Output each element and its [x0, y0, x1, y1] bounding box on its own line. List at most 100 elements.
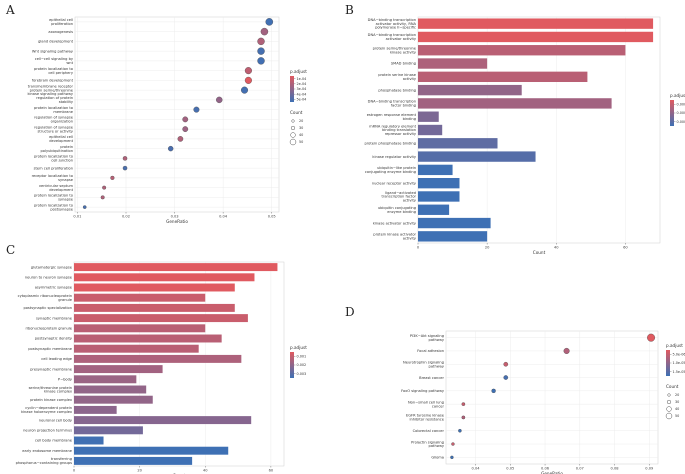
panel-c-category-label: asymmetric synapse	[35, 286, 73, 290]
panel-c-category-label: cell body membrane	[35, 439, 73, 443]
panel-a-plot-area	[74, 16, 280, 213]
panel-c-bar	[74, 354, 242, 363]
panel-a-category-label: ventricular septum development	[39, 184, 74, 192]
panel-d-legend-label: 1.0e-05	[673, 361, 685, 365]
panel-c-bar	[74, 375, 137, 384]
panel-b-bar	[418, 177, 460, 189]
panel-a-dot	[244, 76, 252, 84]
panel-c-category-label: neuronal cell body	[39, 418, 73, 422]
panel-b-bar	[418, 111, 439, 122]
panel-a-colorbar	[290, 76, 294, 102]
panel-c-bar	[74, 436, 104, 445]
panel-a-size-legend-title: Count	[290, 110, 303, 115]
panel-a-x-tick-label: 0.03	[171, 215, 179, 219]
panel-c-legend-label: 0.003	[297, 372, 307, 376]
panel-d-category-label: EGFR tyrosine kinase inhibitor resistance	[406, 414, 445, 422]
panel-c-bar	[74, 263, 278, 272]
panel-a-size-legend-label: 50	[299, 140, 303, 144]
panel-b-category-label: nuclear receptor activity	[372, 181, 417, 185]
panel-a-size-legend-dot	[290, 125, 296, 131]
panel-c-bar	[74, 395, 153, 404]
panel-a-legend-label: 5e-04	[297, 98, 307, 102]
panel-d-size-legend-dot	[665, 412, 673, 420]
panel-a-dot	[182, 126, 189, 132]
panel-d-category-label: PI3K−Akt signaling pathway	[410, 334, 445, 342]
panel-b-category-label: ligand−activated transcription factor acti…	[381, 191, 416, 203]
panel-a-dot	[241, 86, 249, 94]
panel-c-bar	[74, 456, 193, 465]
panel-c-category-label: P−body	[58, 378, 73, 382]
panel-a-dot	[82, 205, 87, 209]
panel-d-category-label: Neurotrophin signaling pathway	[403, 361, 445, 369]
panel-b-x-axis-title: Count	[533, 250, 546, 255]
panel-a-size-legend-dot	[289, 138, 297, 146]
panel-d-size-legend-dot	[666, 406, 672, 412]
panel-b-x-tick-label: 20	[485, 246, 490, 250]
panel-a-dot	[122, 156, 128, 161]
panel-a-size-legend-label: 40	[299, 133, 303, 137]
panel-d-dot	[461, 415, 466, 420]
panel-c-x-tick-label: 0	[73, 469, 76, 473]
panel-c-category-label: cell leading edge	[41, 357, 72, 361]
panel-b-category-label: kinase regulator activity	[372, 155, 417, 159]
panel-a-legend-label: 3e-04	[297, 87, 307, 91]
panel-a-dot	[257, 37, 265, 46]
panel-d-dot	[450, 455, 454, 460]
panel-a-dot	[216, 96, 223, 104]
panel-c-bar	[74, 303, 235, 312]
panel-c-bar-chart: glutamatergic synapse neuron to neuron sy…	[16, 261, 307, 474]
panel-a-dot	[100, 195, 105, 200]
panel-b-bar	[418, 231, 488, 242]
panel-a-category-label: protein localization to synapse	[34, 194, 74, 202]
panel-a-legend-label: 4e-04	[297, 92, 307, 96]
panel-b-category-label: SMAD binding	[391, 62, 416, 66]
panel-c-legend-title: p.adjust	[290, 345, 307, 350]
panel-c-colorbar	[290, 352, 294, 378]
panel-d-dot	[503, 375, 509, 380]
panel-c-bar	[74, 365, 163, 374]
panel-a-category-label: receptor localization to synapse	[32, 174, 74, 182]
panel-b-category-label: protein serine kinase activity	[378, 73, 417, 81]
panel-b-legend-title: p.adjust	[670, 93, 685, 98]
panel-c-bar	[74, 426, 143, 435]
panel-d-x-tick-label: 0.09	[645, 467, 654, 471]
panel-c-bar	[74, 334, 222, 343]
panel-label-a: A	[5, 3, 15, 17]
panel-b-legend-label: 0.0003	[677, 120, 685, 124]
panel-a-legend-label: 2e-04	[297, 82, 307, 86]
panel-a-category-label: protein localization to postsynapse	[34, 203, 74, 211]
panel-a-size-legend-dot	[290, 132, 296, 138]
panel-b-category-label: kinase activator activity	[373, 221, 417, 225]
panel-d-dot	[451, 442, 455, 446]
panel-b-bar	[418, 124, 443, 136]
panel-a-dot	[102, 185, 107, 190]
panel-d-dot	[491, 388, 496, 394]
panel-b-category-label: ubiquitin conjugating enzyme binding	[378, 206, 416, 214]
panel-b-bar	[418, 58, 488, 69]
panel-a-x-tick-label: 0.05	[268, 215, 276, 219]
panel-b-bar	[418, 204, 450, 215]
panel-d-size-legend-label: 50	[675, 414, 679, 418]
panel-d-category-label: FoxO signaling pathway	[401, 389, 445, 393]
panel-c-x-tick-label: 20	[137, 469, 142, 473]
panel-a-size-legend-label: 30	[299, 126, 303, 130]
panel-d-size-legend-dot	[666, 399, 672, 405]
panel-c-legend-label: 0.001	[297, 355, 307, 359]
panel-c-category-label: synaptic membrane	[36, 316, 73, 320]
panel-b-legend-label: 0.0001	[677, 103, 685, 107]
panel-b-x-tick-label: 40	[554, 246, 559, 250]
panel-c-bar	[74, 344, 199, 353]
panel-d-dot	[461, 402, 466, 406]
panel-a-dot	[257, 57, 265, 65]
panel-d-x-axis-title: GeneRatio	[541, 471, 563, 474]
panel-b-category-label: protein kinase activator activity	[373, 233, 417, 241]
panel-b-bar-chart: DNA−binding transcription activator activ…	[364, 16, 685, 255]
panel-c-bar	[74, 293, 206, 302]
panel-b-legend-label: 0.0002	[677, 111, 685, 115]
panel-a-dot-plot: epithelial cell proliferation axonogenesis…	[27, 16, 307, 224]
panel-a-category-label: protein localization to cell junction	[34, 155, 73, 163]
panel-a-category-label: forebrain development	[32, 79, 74, 83]
panel-d-dot	[647, 333, 656, 342]
panel-a-category-label: stem cell proliferation	[34, 166, 73, 170]
